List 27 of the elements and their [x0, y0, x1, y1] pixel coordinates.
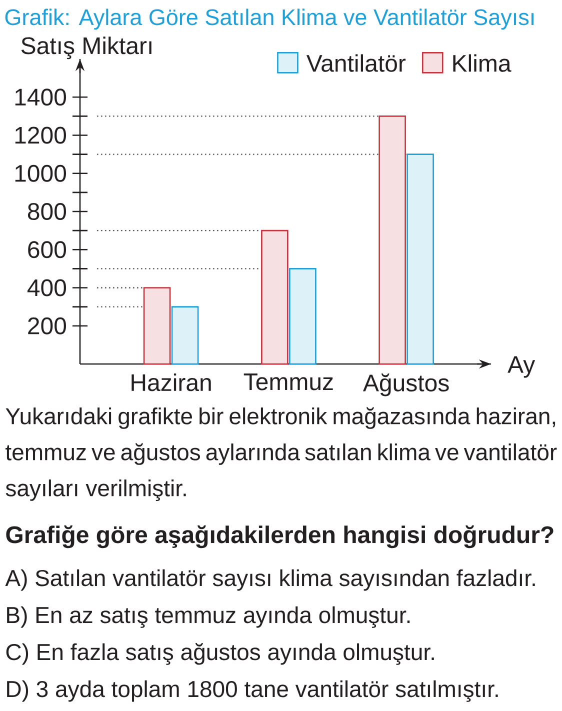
y-tick-label: 1000 — [15, 164, 66, 182]
bar — [143, 287, 171, 365]
bar — [378, 116, 406, 365]
text: Grafiğe göre aşağıdakilerden hangisi doğrudur? — [6, 525, 554, 548]
x-tick-label: Ağustos — [362, 374, 449, 396]
text: C) En fazla satış ağustos ayında olmuştur. — [6, 643, 434, 665]
x-axis-title: Ay — [508, 356, 536, 378]
bar — [289, 268, 316, 365]
y-tick-label: 1200 — [15, 126, 66, 144]
text: B) En az satış temmuz ayında olmuştur. — [7, 606, 410, 628]
text: A) Satılan vantilatör sayısı klima sayısından fazladır. — [5, 569, 535, 591]
y-tick-label: 800 — [28, 203, 66, 220]
y-tick-label: 1400 — [15, 88, 66, 106]
bar — [171, 306, 199, 365]
text: D) 3 ayda toplam 1800 tane vantilatör satılmıştır. — [7, 680, 498, 702]
y-tick-label: 600 — [28, 241, 66, 258]
bar — [261, 230, 288, 365]
y-tick-label: 200 — [28, 317, 66, 334]
bar — [406, 154, 434, 365]
legend-label: Vantilatör — [306, 54, 406, 72]
x-tick-label: Haziran — [132, 374, 211, 392]
x-tick-label: Temmuz — [244, 374, 333, 390]
y-tick-label: 400 — [27, 279, 66, 296]
chart-title: Grafik: Aylara Göre Satılan Klima ve Vantilatör Sayısı — [5, 8, 534, 30]
y-axis-title: Satış Miktarı — [21, 36, 152, 60]
legend-label: Klima — [453, 54, 512, 72]
text: Yukarıdaki grafikte bir elektronik mağazasında haziran, temmuz ve ağustos aylarında satılan klima ve vantilatör sayıları verilmiştir. — [6, 407, 557, 502]
